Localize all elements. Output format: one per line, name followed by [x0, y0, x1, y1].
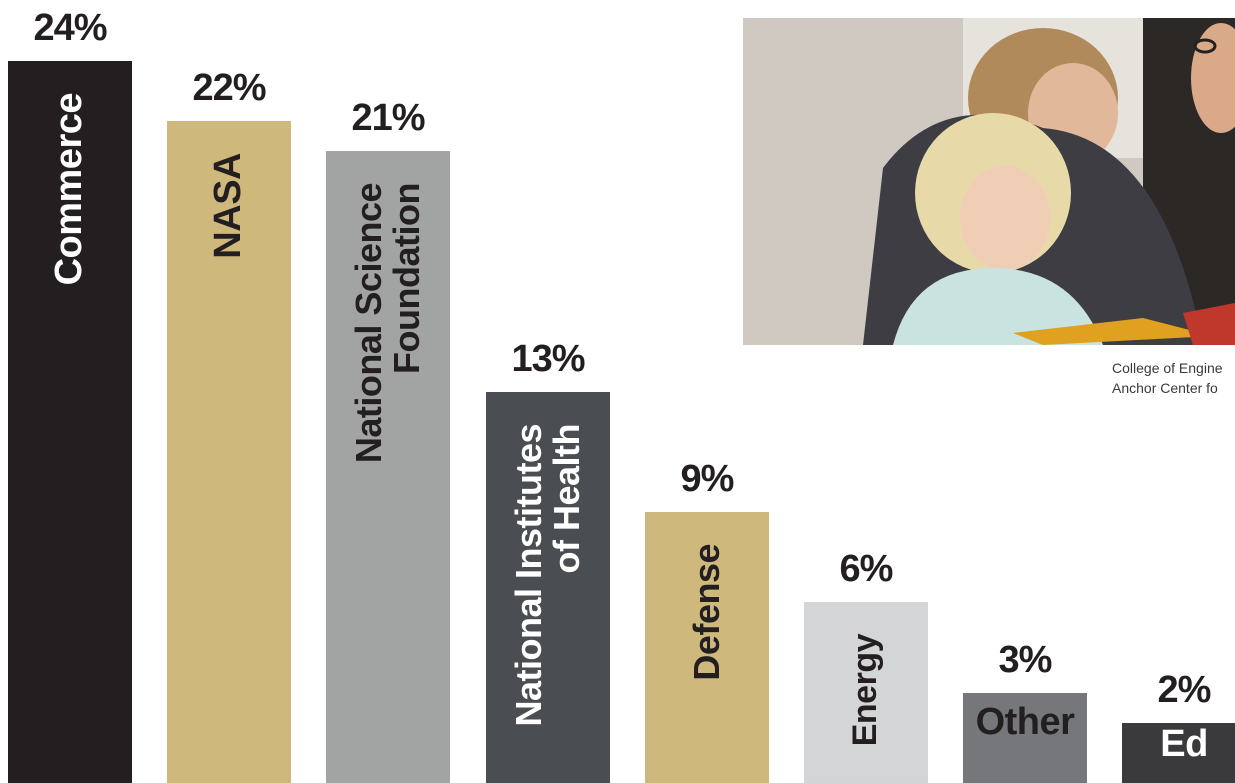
- bar-category-label: Ed: [1160, 723, 1208, 765]
- bar-category-label: Other: [975, 701, 1075, 743]
- photo-caption: College of Engine Anchor Center fo: [1112, 358, 1235, 398]
- bar-energy: Energy: [804, 602, 928, 783]
- bar-category-label: National Science Foundation: [348, 183, 427, 464]
- photo-image: [743, 18, 1235, 345]
- photo-illustration: [743, 18, 1235, 345]
- bar-nasa: NASA: [167, 121, 291, 783]
- bar-other: Other: [963, 693, 1087, 783]
- bar-category-label: Defense: [686, 544, 728, 681]
- bar-value-label: 2%: [1157, 669, 1212, 711]
- bar-category-label: Energy: [846, 634, 885, 747]
- bar-value-label: 9%: [680, 458, 735, 500]
- bar-value-label: 3%: [998, 639, 1053, 681]
- bar-commerce: Commerce: [8, 61, 132, 783]
- caption-line-1: College of Engine: [1112, 360, 1223, 376]
- bar-ed: Ed: [1122, 723, 1235, 783]
- bar-defense: Defense: [645, 512, 769, 783]
- bar-national-science: National Science Foundation: [326, 151, 450, 783]
- bar-national-institutes: National Institutes of Health: [486, 392, 610, 783]
- bar-category-label: National Institutes of Health: [508, 424, 587, 727]
- bar-value-label: 6%: [839, 548, 894, 590]
- bar-value-label: 21%: [351, 97, 425, 139]
- bar-value-label: 13%: [511, 338, 585, 380]
- bar-category-label: NASA: [207, 153, 250, 259]
- bar-value-label: 24%: [33, 7, 107, 49]
- bar-value-label: 22%: [192, 67, 266, 109]
- bar-category-label: Commerce: [48, 93, 91, 286]
- caption-line-2: Anchor Center fo: [1112, 380, 1218, 396]
